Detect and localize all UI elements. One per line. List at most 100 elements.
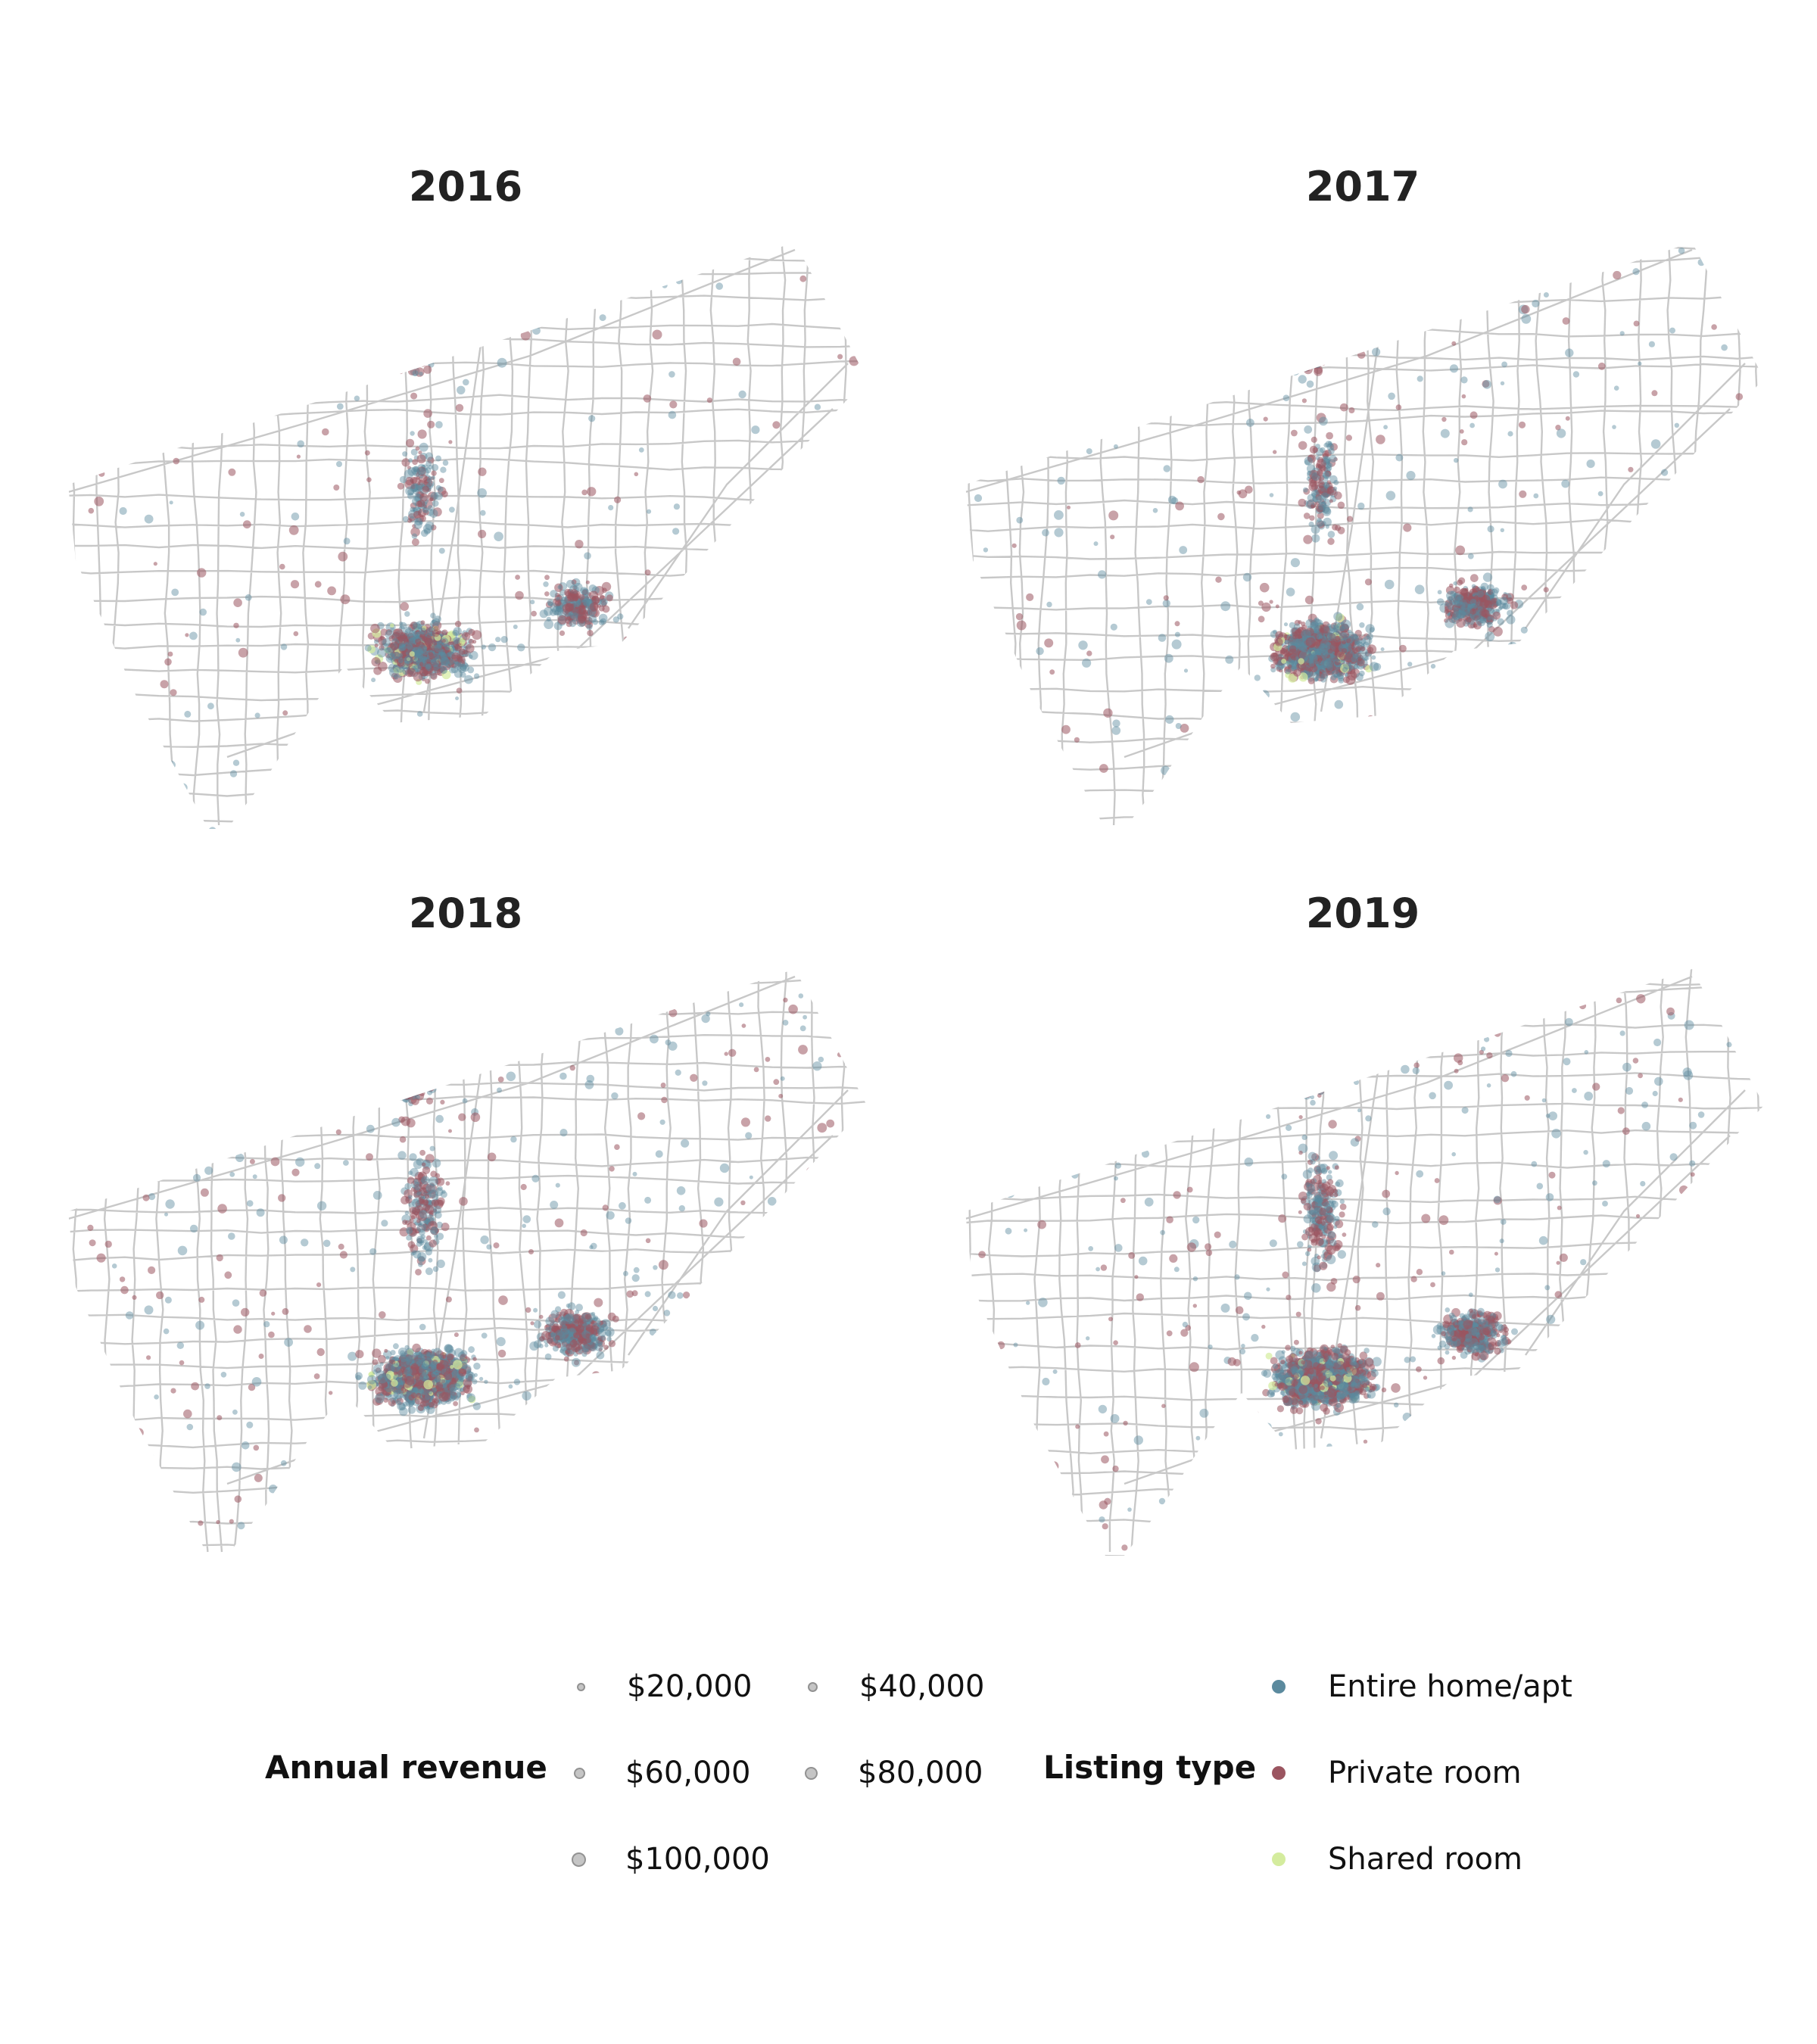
listing-dot xyxy=(233,598,242,607)
listing-dot xyxy=(1161,765,1170,775)
listing-dot xyxy=(393,664,397,669)
listing-dot xyxy=(436,640,441,645)
listing-dot xyxy=(738,390,746,399)
listing-dot xyxy=(297,440,305,448)
listing-dot xyxy=(591,805,597,810)
listing-dot xyxy=(220,1372,227,1378)
listing-dot xyxy=(420,1080,429,1088)
listing-dot xyxy=(1309,350,1315,356)
listing-dot xyxy=(410,348,418,357)
listing-dot xyxy=(1334,491,1342,500)
listing-dot xyxy=(1317,818,1325,827)
listing-dot xyxy=(409,637,416,644)
listing-dot xyxy=(385,811,393,819)
listing-dot xyxy=(458,634,462,638)
listing-dot xyxy=(1261,771,1269,779)
listing-dot xyxy=(366,1153,373,1161)
listing-dot xyxy=(167,651,173,657)
listing-dot xyxy=(1698,519,1704,526)
listing-dot xyxy=(426,478,432,483)
listing-dot xyxy=(399,622,404,626)
listing-dot xyxy=(1303,488,1311,495)
listing-dot xyxy=(447,821,451,825)
listing-dot xyxy=(106,798,113,805)
listing-dot xyxy=(1469,598,1477,606)
listing-dot xyxy=(451,779,457,785)
listing-dot xyxy=(348,343,354,350)
listing-dot xyxy=(1303,341,1314,351)
listing-dot xyxy=(177,264,185,273)
listing-dot xyxy=(525,1307,531,1313)
listing-dot xyxy=(156,1291,164,1300)
listing-dot xyxy=(405,1071,415,1081)
listing-dot xyxy=(553,610,559,615)
listing-dot xyxy=(1490,588,1498,597)
listing-dot xyxy=(206,325,213,332)
listing-dot xyxy=(419,655,428,664)
listing-dot xyxy=(399,360,406,366)
listing-dot xyxy=(271,1311,276,1316)
listing-dot xyxy=(144,1541,151,1549)
listing-dot xyxy=(522,1223,526,1229)
listing-dot xyxy=(282,710,288,716)
listing-dot xyxy=(778,1093,784,1098)
listing-dot xyxy=(144,514,154,524)
listing-dot xyxy=(1356,603,1364,611)
listing-dot xyxy=(1406,471,1416,481)
listing-dot xyxy=(418,1470,426,1478)
listing-dot xyxy=(472,1357,477,1361)
listing-dot xyxy=(1299,351,1306,359)
listing-dot xyxy=(554,583,563,592)
listing-dot xyxy=(1303,344,1311,352)
listing-dot xyxy=(1403,523,1412,532)
listing-dot xyxy=(460,663,467,671)
listing-dot xyxy=(742,587,746,592)
listing-dot xyxy=(398,1067,409,1077)
listing-dot xyxy=(366,477,372,482)
listing-dot xyxy=(1507,609,1513,616)
listing-dot xyxy=(410,527,420,537)
listing-dot xyxy=(409,359,413,363)
listing-dot xyxy=(335,723,343,730)
listing-dot xyxy=(414,647,422,655)
listing-dot xyxy=(385,653,396,663)
listing-dot xyxy=(1333,612,1343,622)
listing-dot xyxy=(407,1083,412,1089)
listing-dot xyxy=(555,597,560,601)
listing-dot xyxy=(92,1051,97,1056)
listing-dot xyxy=(441,629,448,636)
listing-dot xyxy=(420,653,425,658)
listing-dot xyxy=(1461,394,1466,399)
listing-dot xyxy=(1480,585,1486,591)
listing-dot xyxy=(1319,628,1325,634)
listing-dot xyxy=(1306,304,1311,308)
road-lines xyxy=(68,969,867,1556)
listing-dot xyxy=(1308,650,1317,660)
listing-dot xyxy=(1022,398,1032,408)
listing-dot xyxy=(409,1078,418,1087)
listing-dot xyxy=(371,678,376,683)
listing-dot xyxy=(1354,629,1362,637)
listing-dot xyxy=(1495,297,1502,304)
listing-dot xyxy=(1371,655,1376,660)
listing-dot xyxy=(1364,656,1370,661)
listing-dot xyxy=(117,774,126,782)
listing-dot xyxy=(668,410,677,419)
listing-dot xyxy=(591,595,600,604)
listing-dot xyxy=(513,1492,522,1502)
listing-dot xyxy=(1528,662,1535,669)
listing-dot xyxy=(1619,331,1625,336)
listing-dot xyxy=(1556,428,1566,438)
listing-dot xyxy=(1148,349,1154,354)
listing-dot xyxy=(1047,375,1057,385)
listing-dot xyxy=(1494,684,1504,692)
listing-dot xyxy=(1218,802,1226,811)
listing-dot xyxy=(457,385,466,394)
listing-dot xyxy=(407,319,412,326)
listing-dot xyxy=(402,339,409,346)
listing-dot xyxy=(469,987,475,994)
listing-dot xyxy=(843,1453,852,1461)
listing-dot xyxy=(569,618,573,622)
listing-dot xyxy=(1087,812,1096,821)
listing-dot xyxy=(1179,546,1188,554)
